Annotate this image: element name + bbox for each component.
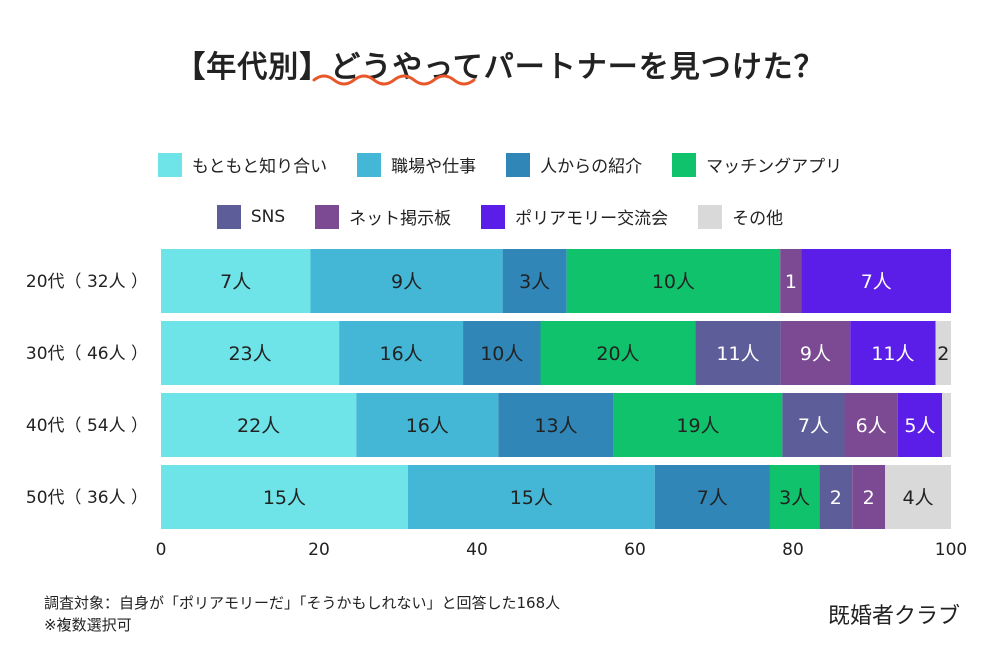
bar-data-label: 10人: [480, 343, 523, 365]
bar-data-label: 20人: [596, 343, 639, 365]
bar-data-label: 4人: [903, 487, 934, 509]
bar-segment: [161, 393, 357, 457]
bar-segment: [885, 465, 951, 529]
bar-segment: [407, 465, 655, 529]
footnote-survey-target: 調査対象：自身が「ポリアモリーだ」「そうかもしれない」と回答した168人: [44, 594, 561, 612]
x-tick-label: 60: [624, 540, 646, 560]
bar-data-label: 11人: [871, 343, 914, 365]
bar-data-label: 23人: [228, 343, 271, 365]
bar-data-label: 5人: [904, 415, 935, 437]
legend-item: もともと知り合い: [157, 152, 328, 177]
bar-segment: [502, 249, 567, 313]
bar-data-label: 22人: [237, 415, 280, 437]
bar-data-label: 16人: [406, 415, 449, 437]
bar-data-label: 7人: [697, 487, 728, 509]
legend-label: その他: [732, 209, 784, 229]
bar-segment: [769, 465, 820, 529]
bar-segment: [819, 465, 853, 529]
bar-segment: [695, 321, 781, 385]
title-underline-squiggle: [312, 74, 476, 86]
x-tick-label: 0: [156, 540, 167, 560]
legend-swatch: [672, 152, 697, 177]
bar-data-label: 11人: [716, 343, 759, 365]
legend-item: ネット掲示板: [315, 204, 451, 229]
bar-data-label: 1: [785, 271, 797, 293]
bar-segment: [161, 321, 340, 385]
bar-data-label: 6人: [856, 415, 887, 437]
legend-item: SNS: [216, 204, 286, 229]
legend-swatch: [698, 204, 723, 229]
bar-segment: [654, 465, 770, 529]
bar-data-label: 2: [863, 487, 875, 509]
bar-data-label: 10人: [652, 271, 695, 293]
bar-segment: [463, 321, 541, 385]
bar-segment: [801, 249, 951, 313]
legend-label: 職場や仕事: [391, 157, 477, 177]
bar-data-label: 3人: [519, 271, 550, 293]
legend-swatch: [506, 152, 531, 177]
bar-segment: [780, 321, 851, 385]
bar-segment: [339, 321, 464, 385]
legend-item: マッチングアプリ: [672, 152, 842, 177]
bar-data-label: 16人: [380, 343, 423, 365]
bar-data-label: 2: [937, 343, 949, 365]
legend-item: その他: [698, 204, 783, 229]
category-label: 50代（ 36人 ）: [26, 488, 148, 508]
bar-data-label: 13人: [534, 415, 577, 437]
bar-data-label: 19人: [676, 415, 719, 437]
legend-item: ポリアモリー交流会: [481, 204, 668, 229]
x-tick-label: 40: [466, 540, 488, 560]
bar-segment: [161, 465, 408, 529]
bar-data-label: 7人: [798, 415, 829, 437]
bar-data-label: 15人: [510, 487, 553, 509]
bar-segment: [498, 393, 614, 457]
legend-label: ポリアモリー交流会: [515, 209, 669, 229]
bar-segment: [844, 393, 898, 457]
category-label: 40代（ 54人 ）: [26, 416, 148, 436]
bar-segment: [935, 321, 951, 385]
legend-swatch: [481, 204, 506, 229]
legend-label: SNS: [250, 206, 286, 227]
legend-swatch: [216, 204, 241, 229]
legend-swatch: [357, 152, 382, 177]
bar-segment: [356, 393, 499, 457]
bar-data-label: 7人: [220, 271, 251, 293]
category-label: 20代（ 32人 ）: [26, 272, 148, 292]
legend-row-2: SNS ネット掲示板 ポリアモリー交流会 その他: [0, 204, 1000, 229]
bar-data-label: 3人: [779, 487, 810, 509]
legend-item: 人からの紹介: [506, 152, 642, 177]
bar-segment: [310, 249, 503, 313]
bar-segment: [161, 249, 311, 313]
bar-segment: [850, 321, 936, 385]
legend-label: マッチングアプリ: [706, 157, 843, 177]
x-tick-label: 100: [935, 540, 967, 560]
bar-segment: [780, 249, 802, 313]
bar-segment: [852, 465, 886, 529]
bar-segment: [613, 393, 783, 457]
footnote-multiple-choice: ※複数選択可: [44, 616, 132, 634]
legend-label: もともと知り合い: [191, 157, 328, 177]
bar-data-label: 9人: [800, 343, 831, 365]
legend-label: 人からの紹介: [540, 157, 643, 177]
legend-item: 職場や仕事: [357, 152, 476, 177]
legend-label: ネット掲示板: [349, 209, 452, 229]
bar-data-label: 15人: [263, 487, 306, 509]
x-tick-label: 20: [308, 540, 330, 560]
bar-segment: [540, 321, 696, 385]
bar-data-label: 7人: [861, 271, 892, 293]
bar-segment: [782, 393, 845, 457]
bar-data-label: 2: [830, 487, 842, 509]
bar-segment: [897, 393, 943, 457]
legend-row-1: もともと知り合い 職場や仕事 人からの紹介 マッチングアプリ: [0, 152, 1000, 177]
chart-title: 【年代別】どうやってパートナーを見つけた？: [175, 50, 825, 85]
x-tick-label: 80: [782, 540, 804, 560]
category-label: 30代（ 46人 ）: [26, 344, 148, 364]
legend-swatch: [315, 204, 340, 229]
brand-name: 既婚者クラブ: [827, 604, 960, 629]
bar-segment: [942, 393, 951, 457]
bar-segment: [566, 249, 781, 313]
bar-data-label: 9人: [391, 271, 422, 293]
legend-swatch: [157, 152, 182, 177]
